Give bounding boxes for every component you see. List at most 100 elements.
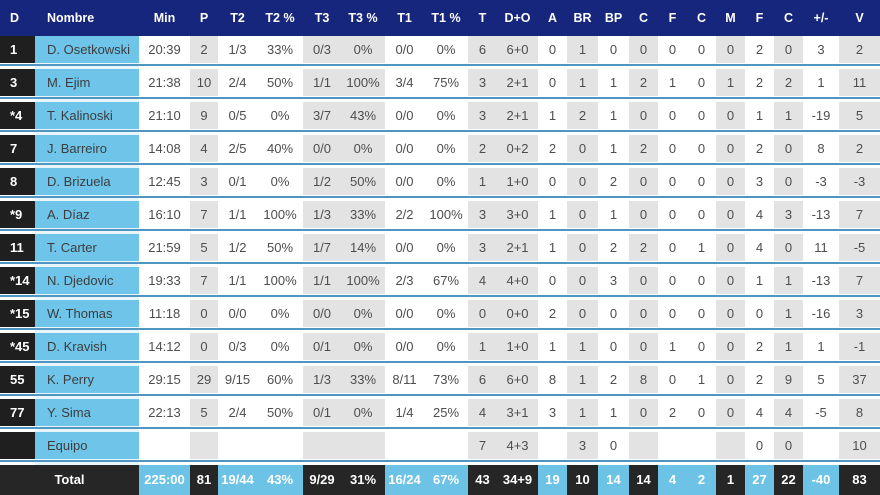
stat-cell: -3 xyxy=(803,168,839,201)
stat-cell: 0 xyxy=(716,300,745,333)
stat-cell xyxy=(139,432,190,465)
stat-cell: 8 xyxy=(538,366,567,399)
stat-cell: 2 xyxy=(658,399,687,432)
stat-cell xyxy=(190,432,218,465)
stat-cell: 0% xyxy=(341,399,385,432)
stat-cell: 1/1 xyxy=(218,267,257,300)
stat-cell: 0 xyxy=(716,36,745,69)
stat-cell: 14:08 xyxy=(139,135,190,168)
stat-cell: 3 xyxy=(567,432,598,465)
stat-cell: 0 xyxy=(598,36,629,69)
total-stat-cell: 34+9 xyxy=(497,465,538,495)
column-header-t2-: T2 % xyxy=(265,11,295,25)
team-label: Equipo xyxy=(35,432,139,465)
stat-cell: 2 xyxy=(839,135,880,168)
column-header-br: BR xyxy=(573,11,592,25)
stat-cell: 0% xyxy=(424,135,468,168)
stat-cell: 0 xyxy=(598,432,629,465)
stat-cell: 2 xyxy=(774,69,803,102)
stat-cell: 2+1 xyxy=(497,102,538,135)
stat-cell xyxy=(716,432,745,465)
column-header-t1-: T1 % xyxy=(431,11,461,25)
stat-cell: 4+0 xyxy=(497,267,538,300)
stat-cell: 1/2 xyxy=(303,168,341,201)
total-stat-cell: 43% xyxy=(257,465,303,495)
stat-cell: 2 xyxy=(745,366,774,399)
player-number: *9 xyxy=(0,201,35,234)
stat-cell: 100% xyxy=(257,267,303,300)
stat-cell: 0/1 xyxy=(303,333,341,366)
stat-cell: 3 xyxy=(538,399,567,432)
stat-cell: 0% xyxy=(424,36,468,69)
stat-cell: 11:18 xyxy=(139,300,190,333)
stat-cell: 0 xyxy=(658,234,687,267)
player-name: T. Carter xyxy=(35,234,139,267)
stat-cell: 2 xyxy=(538,135,567,168)
total-stat-cell: 31% xyxy=(341,465,385,495)
stat-cell: 0 xyxy=(598,300,629,333)
stat-cell: 0/0 xyxy=(385,135,424,168)
stat-cell: 0% xyxy=(257,168,303,201)
stat-cell: -5 xyxy=(803,399,839,432)
player-row: 1 D. Osetkowski 20:39 2 1/3 33% 0/3 0% 0/0 0% 6 6+0… xyxy=(0,36,880,69)
stat-cell: 2/4 xyxy=(218,399,257,432)
player-row: *14 N. Djedovic 19:33 7 1/1 100% 1/1 100% 2/3 67%… xyxy=(0,267,880,300)
stat-cell: 0 xyxy=(687,69,716,102)
stat-cell xyxy=(218,432,257,465)
player-number: 1 xyxy=(0,36,35,69)
stat-cell: 3 xyxy=(803,36,839,69)
stat-cell: 1/4 xyxy=(385,399,424,432)
stat-cell xyxy=(303,432,341,465)
stat-cell: 1 xyxy=(468,333,497,366)
stat-cell: 0 xyxy=(658,36,687,69)
stat-cell: 11 xyxy=(839,69,880,102)
stat-cell: 10 xyxy=(839,432,880,465)
total-stat-cell: 14 xyxy=(629,465,658,495)
stat-cell: 0 xyxy=(687,36,716,69)
stat-cell: 1 xyxy=(598,201,629,234)
stat-cell: 1 xyxy=(538,201,567,234)
stat-cell: -3 xyxy=(839,168,880,201)
stat-cell: 7 xyxy=(468,432,497,465)
stat-cell xyxy=(803,432,839,465)
stat-cell: 1/3 xyxy=(303,366,341,399)
stat-cell: 0/5 xyxy=(218,102,257,135)
stat-cell: 0 xyxy=(716,366,745,399)
stat-cell: 2 xyxy=(745,333,774,366)
stat-cell: 2/4 xyxy=(218,69,257,102)
stat-cell: 1/2 xyxy=(218,234,257,267)
stat-cell: 1 xyxy=(774,267,803,300)
stat-cell: 3 xyxy=(468,69,497,102)
stat-cell: 33% xyxy=(341,366,385,399)
stat-cell: 0% xyxy=(341,36,385,69)
stat-cell: 6+0 xyxy=(497,366,538,399)
stat-cell: 1/3 xyxy=(218,36,257,69)
player-row: 11 T. Carter 21:59 5 1/2 50% 1/7 14% 0/0 0% 3 2+1 1 0… xyxy=(0,234,880,267)
stat-cell: 1 xyxy=(745,102,774,135)
stat-cell xyxy=(629,432,658,465)
player-name: W. Thomas xyxy=(35,300,139,333)
total-stat-cell: -40 xyxy=(803,465,839,495)
stat-cell: 0 xyxy=(687,102,716,135)
total-stat-cell: 43 xyxy=(468,465,497,495)
stat-cell: 0 xyxy=(567,135,598,168)
stat-cell: 7 xyxy=(839,267,880,300)
stat-cell: 5 xyxy=(803,366,839,399)
stat-cell: 0/0 xyxy=(385,102,424,135)
stat-cell: 1 xyxy=(803,69,839,102)
player-name: T. Kalinoski xyxy=(35,102,139,135)
stat-cell: 1+0 xyxy=(497,168,538,201)
stat-cell: 1/1 xyxy=(303,69,341,102)
stat-cell: 0/1 xyxy=(218,168,257,201)
stat-cell: 29:15 xyxy=(139,366,190,399)
stat-cell: 29 xyxy=(190,366,218,399)
stat-cell: 5 xyxy=(190,399,218,432)
stat-cell: 4 xyxy=(745,201,774,234)
stat-cell: 4+3 xyxy=(497,432,538,465)
stat-cell: 2 xyxy=(598,234,629,267)
stat-cell: 0/0 xyxy=(385,36,424,69)
stat-cell: 2/3 xyxy=(385,267,424,300)
stat-cell: 1 xyxy=(468,168,497,201)
stat-cell: 0 xyxy=(716,399,745,432)
player-number: *14 xyxy=(0,267,35,300)
